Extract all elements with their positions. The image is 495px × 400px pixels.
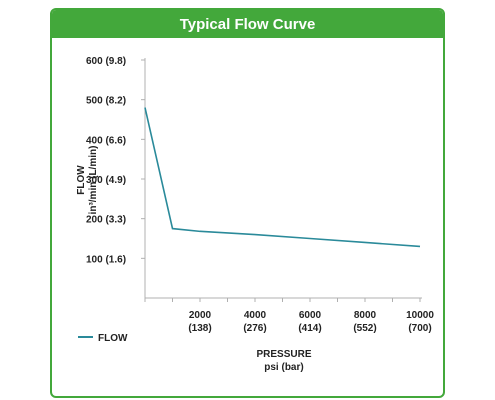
- legend-label: FLOW: [98, 333, 128, 344]
- y-axis-label: FLOW: [76, 165, 87, 195]
- series-layer: [144, 107, 421, 248]
- chart-title: Typical Flow Curve: [52, 10, 443, 38]
- y-axis-units: in³/min (L/min): [88, 146, 99, 215]
- x-tick-sublabel: (414): [298, 323, 321, 334]
- x-axis-label: PRESSURE: [256, 349, 311, 360]
- chart-card: Typical Flow Curve: [50, 8, 445, 398]
- x-tick-label: 2000: [189, 310, 212, 321]
- y-tick-label: 200 (3.3): [86, 215, 126, 226]
- x-tick-label: 4000: [244, 310, 267, 321]
- x-tick-sublabel: (552): [353, 323, 376, 334]
- x-tick-label: 6000: [299, 310, 322, 321]
- series-line-flow: [144, 107, 421, 248]
- y-tick-label: 100 (1.6): [86, 254, 126, 265]
- x-axis-ticks: 2000 (138) 4000 (276) 6000 (414) 8000 (552) 1000…: [144, 298, 434, 334]
- y-tick-label: 300 (4.9): [86, 175, 126, 186]
- y-axis-title: FLOW in³/min (L/min): [76, 146, 99, 215]
- x-tick-label: 10000: [406, 310, 434, 321]
- y-tick-label: 400 (6.6): [86, 135, 126, 146]
- y-tick-label: 600 (9.8): [86, 56, 126, 67]
- x-tick-label: 8000: [354, 310, 377, 321]
- x-tick-sublabel: (276): [243, 323, 266, 334]
- y-tick-label: 500 (8.2): [86, 96, 126, 107]
- x-axis-units: psi (bar): [264, 362, 303, 373]
- x-tick-sublabel: (138): [188, 323, 211, 334]
- legend: FLOW: [78, 333, 128, 344]
- y-axis-ticks: 100 (1.6) 200 (3.3) 300 (4.9) 400 (6.6) 500 …: [86, 56, 145, 265]
- x-tick-sublabel: (700): [408, 323, 431, 334]
